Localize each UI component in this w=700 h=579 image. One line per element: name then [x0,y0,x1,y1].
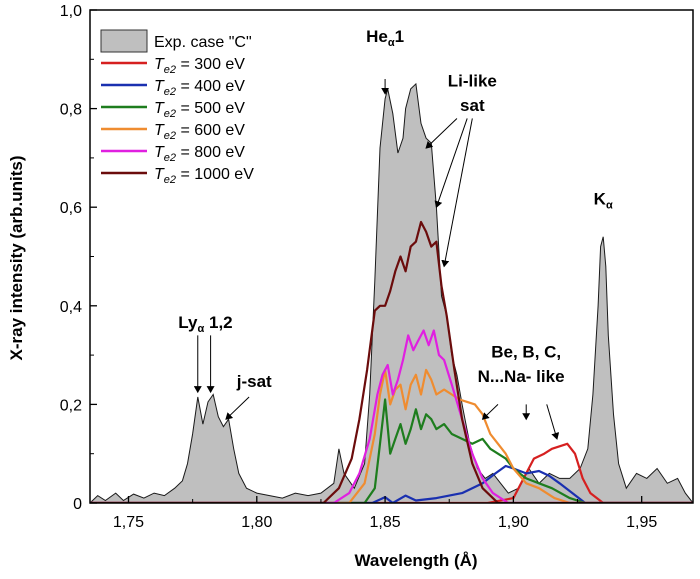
legend-label-2: Te2 = 400 eV [154,78,245,98]
x-tick-label: 1,75 [113,514,144,531]
legend-label-rest: = 500 eV [176,100,245,117]
annotation-arrow-9 [546,404,560,440]
legend-label-sub: e2 [164,152,176,164]
x-tick-label: 1,95 [626,514,657,531]
y-tick-label: 0,8 [60,102,82,119]
annotation-main: K [594,190,607,209]
annotation-tail: 1 [395,27,404,46]
series-line-exp [90,82,693,503]
legend-label-italic: T [154,78,165,95]
legend-label-italic: T [154,144,165,161]
legend-label-sub: e2 [164,130,176,142]
series-line-6 [90,220,693,503]
annotation-main: Li-like [448,71,497,90]
series-area-exp [90,83,693,503]
legend-label-sub: e2 [164,174,176,186]
annotation-main: j-sat [236,372,272,391]
legend-label-italic: T [154,122,165,139]
legend-label-italic: T [154,56,165,73]
annotation-arrow-7 [481,404,499,420]
annotation-sub: α [388,37,395,49]
annotation-2: sat [460,96,485,115]
legend-label-3: Te2 = 500 eV [154,100,245,120]
annotation-6: Be, B, C, [491,343,561,362]
legend-label-italic: T [154,100,165,117]
series-line-5 [90,329,693,503]
legend-label-4: Te2 = 600 eV [154,122,245,142]
x-tick-label: 1,90 [498,514,529,531]
legend-label-rest: = 800 eV [176,144,245,161]
annotation-arrow-6 [225,396,250,420]
legend-label-rest: = 600 eV [176,122,245,139]
annotation-arrow-3 [441,118,473,268]
annotation-3: Kα [594,190,613,212]
annotation-5: j-sat [236,372,272,391]
series-line-3 [90,398,693,503]
x-tick-label: 1,80 [241,514,272,531]
legend-label-sub: e2 [164,64,176,76]
legend-label-sub: e2 [164,108,176,120]
annotation-main: Be, B, C, [491,343,561,362]
series-line-1 [90,442,693,503]
legend-label-rest: = 1000 eV [176,166,254,183]
annotation-main: N...Na- like [478,367,565,386]
y-tick-label: 0,2 [60,397,82,414]
annotation-arrow-1 [425,118,458,149]
plot-inner [90,82,693,503]
x-tick-label: 1,85 [370,514,401,531]
legend-label-italic: T [154,166,165,183]
axes: 1,75 1,80 1,85 1,90 1,95 0 0,2 0,4 0,6 0,8 1,0 [60,3,694,531]
y-tick-label: 0 [73,496,82,513]
annotation-main: sat [460,96,485,115]
annotation-7: N...Na- like [478,367,565,386]
legend-label-rest: = 400 eV [176,78,245,95]
y-tick-label: 0,4 [60,299,82,316]
annotation-tail: 1,2 [204,313,232,332]
annotation-sub: α [198,323,205,335]
annotation-arrow-2 [434,118,468,209]
legend-label-1: Te2 = 300 eV [154,56,245,76]
legend-swatch-exp [100,29,148,53]
annotation-main: He [366,27,388,46]
annotation-sub: α [606,200,613,212]
y-axis-title: X-ray intensity (arb.units) [7,156,26,361]
x-axis-title: Wavelength (Å) [354,551,477,570]
series-line-2 [90,464,693,503]
legend-label-5: Te2 = 800 eV [154,144,245,164]
annotation-0: Heα1 [366,27,404,49]
annotation-main: Ly [178,313,198,332]
annotation-4: Lyα 1,2 [178,313,232,335]
legend-label-rest: = 300 eV [176,56,245,73]
legend-label-exp: Exp. case "C" [154,34,252,51]
annotation-1: Li-like [448,71,497,90]
y-tick-label: 0,6 [60,200,82,217]
plot-area [90,82,693,503]
y-tick-label: 1,0 [60,3,82,20]
legend-label-6: Te2 = 1000 eV [154,166,254,186]
legend-label-sub: e2 [164,86,176,98]
